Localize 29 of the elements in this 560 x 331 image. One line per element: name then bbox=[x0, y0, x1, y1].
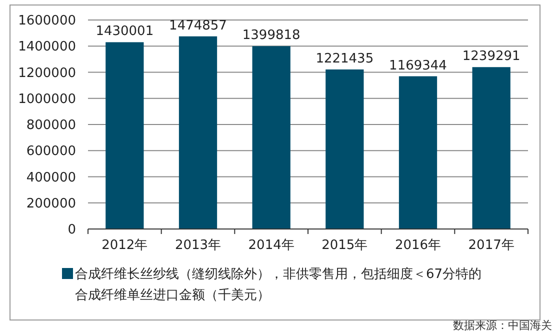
y-tick-label: 1000000 bbox=[18, 92, 76, 107]
bar bbox=[178, 36, 218, 229]
y-tick-label: 0 bbox=[68, 222, 76, 238]
x-tick-label: 2017年 bbox=[468, 238, 514, 253]
data-label: 1474857 bbox=[169, 18, 227, 34]
legend-label: 合成纤维长丝纱线（缝纫线除外），非供零售用，包括细度＜67分特的合成纤维单丝进口金额（千美元） bbox=[75, 266, 482, 303]
bar bbox=[252, 46, 290, 229]
x-tick-label: 2012年 bbox=[102, 238, 148, 253]
y-tick-label: 200000 bbox=[26, 196, 76, 212]
bar bbox=[106, 42, 144, 229]
data-label: 1239291 bbox=[462, 49, 520, 64]
x-tick-label: 2014年 bbox=[248, 238, 294, 253]
y-tick-label: 1600000 bbox=[18, 14, 76, 29]
bar bbox=[326, 69, 364, 229]
y-tick-label: 1400000 bbox=[18, 40, 76, 55]
data-label: 1169344 bbox=[389, 58, 447, 74]
y-tick-label: 600000 bbox=[26, 144, 76, 160]
bar bbox=[398, 76, 438, 229]
source-note: 数据来源：中国海关 bbox=[453, 319, 552, 331]
x-tick-label: 2013年 bbox=[174, 238, 222, 253]
y-tick-label: 1200000 bbox=[18, 66, 76, 81]
y-tick-label: 400000 bbox=[26, 170, 76, 186]
x-tick-label: 2016年 bbox=[394, 238, 442, 253]
data-label: 1399818 bbox=[242, 28, 300, 44]
bar bbox=[472, 67, 510, 229]
data-label: 1221435 bbox=[316, 51, 374, 66]
x-tick-label: 2015年 bbox=[322, 238, 368, 253]
data-label: 1430001 bbox=[96, 24, 154, 40]
y-tick-label: 800000 bbox=[26, 118, 76, 134]
